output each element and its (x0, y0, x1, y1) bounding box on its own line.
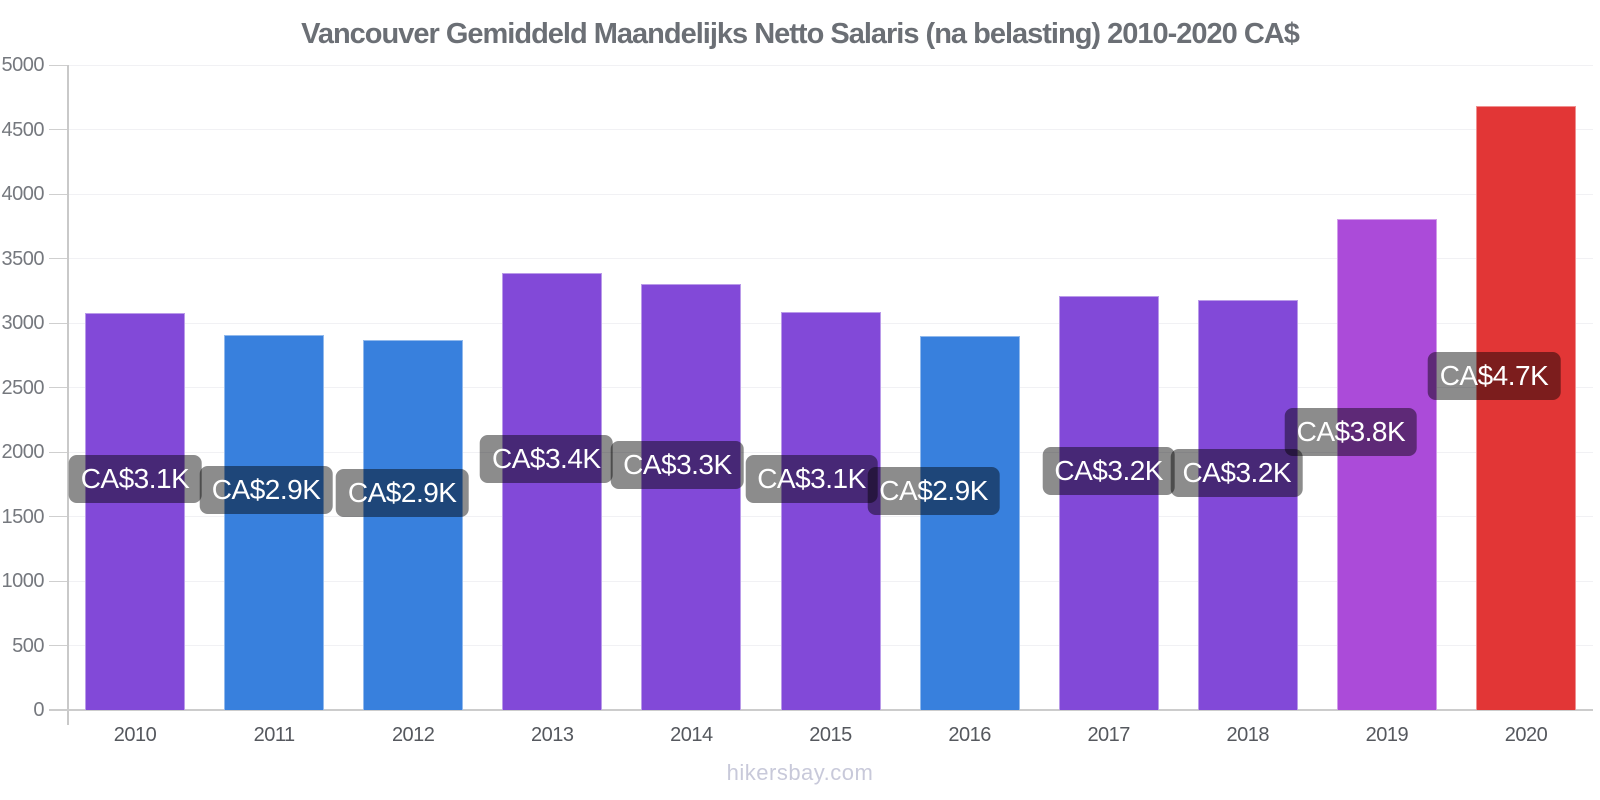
bar-value-badge-2018: CA$3.2K (1170, 449, 1304, 498)
x-axis-label-2018: 2018 (1226, 724, 1270, 746)
bar-2020[interactable] (1476, 105, 1576, 710)
gridline-4000 (67, 193, 1593, 195)
y-axis-tick-500 (49, 645, 67, 646)
y-axis-label-1500: 1500 (1, 505, 45, 528)
bar-2016[interactable] (919, 335, 1020, 710)
y-axis-label-5000: 5000 (1, 54, 45, 76)
bar-value-badge-2015: CA$3.1K (745, 455, 878, 504)
x-axis-label-2015: 2015 (809, 724, 852, 746)
watermark-hikersbay: hikersbay.com (726, 760, 874, 785)
x-axis-label-2010: 2010 (113, 724, 157, 746)
y-axis-label-2000: 2000 (1, 441, 45, 463)
bar-value-badge-2016: CA$2.9K (867, 466, 1000, 515)
bar-2018[interactable] (1197, 300, 1298, 710)
y-axis-label-3000: 3000 (1, 312, 45, 334)
gridline-5000 (67, 64, 1593, 66)
y-axis-tick-4000 (49, 193, 67, 195)
y-axis-tick-1500 (49, 516, 67, 517)
bar-value-badge-2012: CA$2.9K (335, 469, 469, 518)
x-axis-label-2011: 2011 (253, 724, 296, 746)
bar-value-badge-2020: CA$4.7K (1427, 351, 1561, 400)
x-axis-label-2017: 2017 (1087, 724, 1130, 746)
bar-2014[interactable] (641, 283, 742, 710)
x-axis-label-2019: 2019 (1365, 724, 1409, 746)
bar-value-badge-2014: CA$3.3K (611, 440, 744, 489)
gridline-4500 (67, 129, 1593, 130)
bar-2010[interactable] (85, 312, 185, 710)
bar-value-badge-2013: CA$3.4K (480, 435, 613, 484)
y-axis-line (67, 65, 69, 725)
y-axis-label-2500: 2500 (1, 376, 45, 399)
x-axis-label-2014: 2014 (670, 724, 713, 746)
bar-2019[interactable] (1336, 218, 1437, 710)
bar-value-badge-2017: CA$3.2K (1042, 446, 1175, 495)
y-axis-label-0: 0 (33, 699, 44, 721)
y-axis-tick-2000 (49, 451, 67, 453)
gridline-3500 (67, 258, 1593, 259)
y-axis-tick-3000 (49, 322, 67, 324)
bar-value-badge-2011: CA$2.9K (199, 466, 333, 515)
y-axis-tick-5000 (49, 64, 67, 66)
x-axis-label-2013: 2013 (531, 724, 574, 746)
bar-2015[interactable] (780, 312, 881, 710)
y-axis-label-4500: 4500 (1, 118, 45, 141)
y-axis-tick-3500 (49, 258, 67, 259)
y-axis-tick-4500 (49, 129, 67, 130)
x-axis-label-2012: 2012 (391, 724, 435, 746)
bar-2013[interactable] (502, 272, 603, 710)
chart-title: Vancouver Gemiddeld Maandelijks Netto Sa… (301, 18, 1300, 50)
y-axis-label-1000: 1000 (1, 570, 45, 592)
bar-2017[interactable] (1058, 295, 1159, 710)
x-axis-baseline (49, 709, 1593, 711)
bar-2012[interactable] (363, 340, 464, 710)
bar-value-badge-2010: CA$3.1K (68, 455, 202, 504)
y-axis-label-500: 500 (12, 634, 44, 657)
y-axis-label-3500: 3500 (1, 247, 45, 270)
bar-2011[interactable] (224, 334, 325, 710)
x-axis-label-2016: 2016 (948, 724, 991, 746)
y-axis-label-4000: 4000 (1, 183, 45, 205)
y-axis-tick-1000 (49, 580, 67, 582)
x-axis-label-2020: 2020 (1504, 724, 1548, 746)
bar-value-badge-2019: CA$3.8K (1284, 408, 1418, 457)
y-axis-tick-2500 (49, 387, 67, 388)
